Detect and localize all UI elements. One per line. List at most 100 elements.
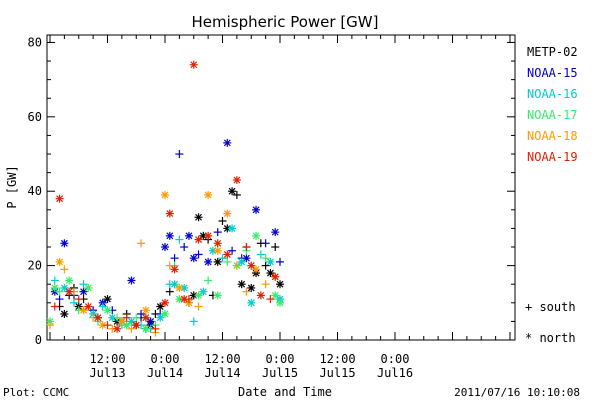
x-tick-label-time: 12:00 [319,352,355,366]
plot-area [46,34,516,341]
point-north [223,209,232,218]
point-south [103,321,112,330]
point-north [60,309,69,318]
point-south [189,317,198,326]
y-axis: 0 20 40 60 80 [28,35,515,347]
legend: METP-02 NOAA-15 NOAA-16 NOAA-17 NOAA-18 NOAA-… [527,45,578,164]
x-tick-label-time: 0:00 [381,352,410,366]
point-north [180,295,189,304]
point-north [189,60,198,69]
point-south [132,313,141,322]
point-north [266,257,275,266]
point-north [213,246,222,255]
point-north [256,291,265,300]
point-north [98,321,107,330]
point-north [127,276,136,285]
point-south [175,150,184,159]
legend-item: NOAA-19 [527,150,578,164]
y-tick-label: 20 [28,259,42,273]
point-south [113,313,122,322]
y-tick-label: 40 [28,184,42,198]
point-north [141,306,150,315]
point-south [218,254,227,263]
point-south [180,243,189,252]
point-north [194,291,203,300]
point-south [266,295,275,304]
point-south [256,250,265,259]
point-north [146,317,155,326]
point-north [232,176,241,185]
point-north [223,250,232,259]
point-south [137,239,146,248]
point-north [213,291,222,300]
point-north [252,231,261,240]
point-south [122,313,131,322]
x-tick-label-time: 0:00 [266,352,295,366]
point-north [213,257,222,266]
marker-legend-item: * north [525,331,576,345]
legend-item: NOAA-15 [527,66,578,80]
point-north [247,298,256,307]
data-points [46,60,284,337]
point-north [103,295,112,304]
point-south [127,324,136,333]
point-south [46,321,54,330]
point-south [170,254,179,263]
point-north [161,309,169,318]
x-tick-label-time: 12:00 [204,352,240,366]
point-south [151,324,160,333]
point-north [65,287,74,296]
point-north [228,187,237,196]
point-south [276,257,284,266]
marker-legend-item: + south [525,300,576,314]
x-tick-label-date: Jul14 [147,366,183,380]
point-north [194,213,203,222]
y-tick-label: 0 [35,333,42,347]
point-north [60,239,69,248]
point-north [276,280,284,289]
point-north [247,283,256,292]
point-south [60,265,69,274]
point-north [266,269,275,278]
point-north [165,209,174,218]
point-south [261,261,270,270]
point-south [175,235,184,244]
y-tick-label: 60 [28,110,42,124]
point-south [79,280,88,289]
point-north [165,231,174,240]
point-north [213,239,222,248]
marker-legend: + south * north [525,300,576,345]
point-north [122,321,131,330]
point-north [170,280,179,289]
point-north [141,324,150,333]
point-south [213,228,222,237]
x-tick-label-date: Jul16 [377,366,413,380]
point-south [194,302,203,311]
y-axis-label: P [GW] [5,165,19,208]
point-north [199,287,208,296]
point-south [242,243,251,252]
x-axis-label: Date and Time [238,385,332,399]
point-south [261,254,270,263]
point-south [271,243,280,252]
point-north [194,235,203,244]
point-south [242,287,251,296]
point-north [161,190,169,199]
point-north [223,138,232,147]
point-north [252,265,261,274]
point-south [218,216,227,225]
point-south [232,190,241,199]
point-south [194,250,203,259]
chart-title: Hemispheric Power [GW] [192,13,379,31]
x-tick-label-date: Jul14 [204,366,240,380]
point-south [74,295,83,304]
legend-item: METP-02 [527,45,578,59]
point-south [165,287,174,296]
point-north [156,313,165,322]
point-south [261,239,270,248]
point-north [271,228,280,237]
point-north [84,302,93,311]
point-north [161,243,169,252]
x-tick-label-time: 0:00 [151,352,180,366]
point-north [127,317,136,326]
